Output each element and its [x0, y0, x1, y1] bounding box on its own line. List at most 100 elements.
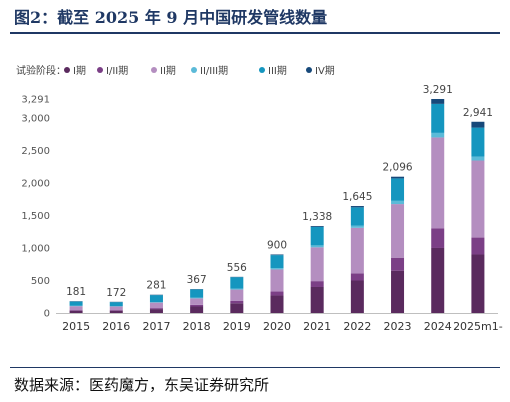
x-tick-label: 2018 — [183, 320, 211, 333]
bar-segment — [190, 306, 204, 313]
y-tick-label: 1,500 — [21, 211, 50, 222]
bar-segment — [230, 289, 244, 301]
source-rule — [10, 367, 500, 368]
legend-marker-4 — [259, 67, 265, 73]
bar-segment — [69, 306, 83, 311]
bar-segment — [230, 303, 244, 313]
data-label: 367 — [187, 274, 207, 286]
bar-segment — [391, 204, 405, 258]
x-tick-label: 2020 — [263, 320, 291, 333]
bar-segment — [69, 310, 83, 313]
bar-segment — [230, 288, 244, 290]
stacked-bar-chart: 试验阶段： I期 I/II期 II期 II/III期 III期 IV期 0 500 1,000… — [16, 64, 503, 333]
bar-segment — [149, 302, 163, 309]
legend-marker-2 — [151, 67, 157, 73]
bar-segment — [149, 295, 163, 303]
bar-segment — [391, 178, 405, 201]
data-label: 1,338 — [302, 211, 332, 223]
y-tick-label: 500 — [31, 276, 50, 287]
bar-segment — [431, 99, 445, 104]
bar-segment — [471, 254, 485, 313]
bar-segment — [109, 302, 123, 307]
legend-marker-1 — [97, 67, 103, 73]
bar-segment — [350, 207, 364, 226]
bar-segment — [350, 206, 364, 208]
bar-segment — [431, 228, 445, 248]
bar-segment — [109, 310, 123, 311]
data-label: 2,941 — [463, 107, 493, 119]
bar-segment — [471, 160, 485, 238]
bar-segment — [431, 132, 445, 138]
x-axis: 2015 2016 2017 2018 2019 2020 2021 2022 2023 2024… — [62, 320, 503, 333]
x-tick-label: 2023 — [384, 320, 412, 333]
bar-segment — [471, 237, 485, 255]
y-tick-label: 2,000 — [21, 178, 50, 189]
bar-segment — [270, 255, 284, 269]
bar-segment — [149, 309, 163, 313]
legend-title: 试验阶段： — [16, 64, 66, 77]
bar-segment — [431, 103, 445, 133]
x-tick-label: 2024 — [424, 320, 452, 333]
bar-segment — [109, 310, 123, 313]
x-tick-label: 2015 — [62, 320, 90, 333]
bar-segment — [310, 281, 324, 287]
bar-segment — [310, 225, 324, 227]
bar-segment — [270, 268, 284, 270]
y-tick-label: 1,000 — [21, 243, 50, 254]
x-tick-label: 2025m1- — [453, 320, 503, 333]
bar-segment — [270, 269, 284, 292]
x-tick-label: 2017 — [142, 320, 170, 333]
total-labels: 181 172 281 367 556 900 1,338 1,645 2,096 3,291 2,… — [66, 84, 493, 299]
bar-segment — [69, 301, 83, 306]
bar-segment — [109, 306, 123, 311]
bar-segment — [350, 273, 364, 281]
bar-segment — [230, 300, 244, 304]
bar-segment — [310, 245, 324, 248]
legend-label-5: IV期 — [315, 65, 335, 77]
legend-marker-0 — [64, 67, 70, 73]
bar-segment — [270, 295, 284, 313]
data-label: 556 — [227, 262, 247, 274]
x-tick-label: 2016 — [102, 320, 130, 333]
bar-segment — [471, 121, 485, 128]
bar-segment — [190, 298, 204, 305]
bar-segment — [190, 289, 204, 298]
y-tick-label: 0 — [44, 309, 50, 320]
bar-segment — [391, 200, 405, 205]
bar-segment — [391, 176, 405, 179]
data-label: 281 — [146, 280, 166, 292]
bar-segment — [69, 310, 83, 311]
bar-segment — [310, 286, 324, 313]
bar-segment — [190, 297, 204, 299]
bar-segment — [471, 156, 485, 161]
y-tick-label: 3,291 — [21, 95, 50, 106]
title-rule — [10, 32, 500, 34]
bar-segment — [350, 225, 364, 228]
bar-segment — [190, 304, 204, 307]
figure-title: 图2：截至 2025 年 9 月中国研发管线数量 — [14, 8, 328, 27]
bar-segment — [431, 137, 445, 229]
bar-segment — [149, 302, 163, 303]
legend-label-3: II/III期 — [200, 65, 228, 77]
bar-segment — [350, 227, 364, 274]
data-label: 181 — [66, 286, 86, 298]
bar-segment — [391, 270, 405, 313]
x-tick-label: 2022 — [343, 320, 371, 333]
bar-segment — [230, 277, 244, 289]
x-tick-label: 2019 — [223, 320, 251, 333]
legend-marker-3 — [191, 67, 197, 73]
bar-segment — [310, 247, 324, 282]
bar-segment — [431, 247, 445, 313]
bar-segment — [149, 308, 163, 310]
legend-label-2: II期 — [160, 65, 176, 77]
y-tick-label: 2,500 — [21, 146, 50, 157]
y-axis: 0 500 1,000 1,500 2,000 2,500 3,000 3,291 — [21, 95, 498, 320]
legend: 试验阶段： I期 I/II期 II期 II/III期 III期 IV期 — [16, 64, 335, 77]
data-label: 3,291 — [423, 84, 453, 96]
y-tick-label: 3,000 — [21, 113, 50, 124]
data-label: 1,645 — [342, 191, 372, 203]
legend-marker-5 — [306, 67, 312, 73]
bar-segment — [350, 280, 364, 313]
data-label: 900 — [267, 239, 287, 251]
bars — [69, 99, 485, 313]
